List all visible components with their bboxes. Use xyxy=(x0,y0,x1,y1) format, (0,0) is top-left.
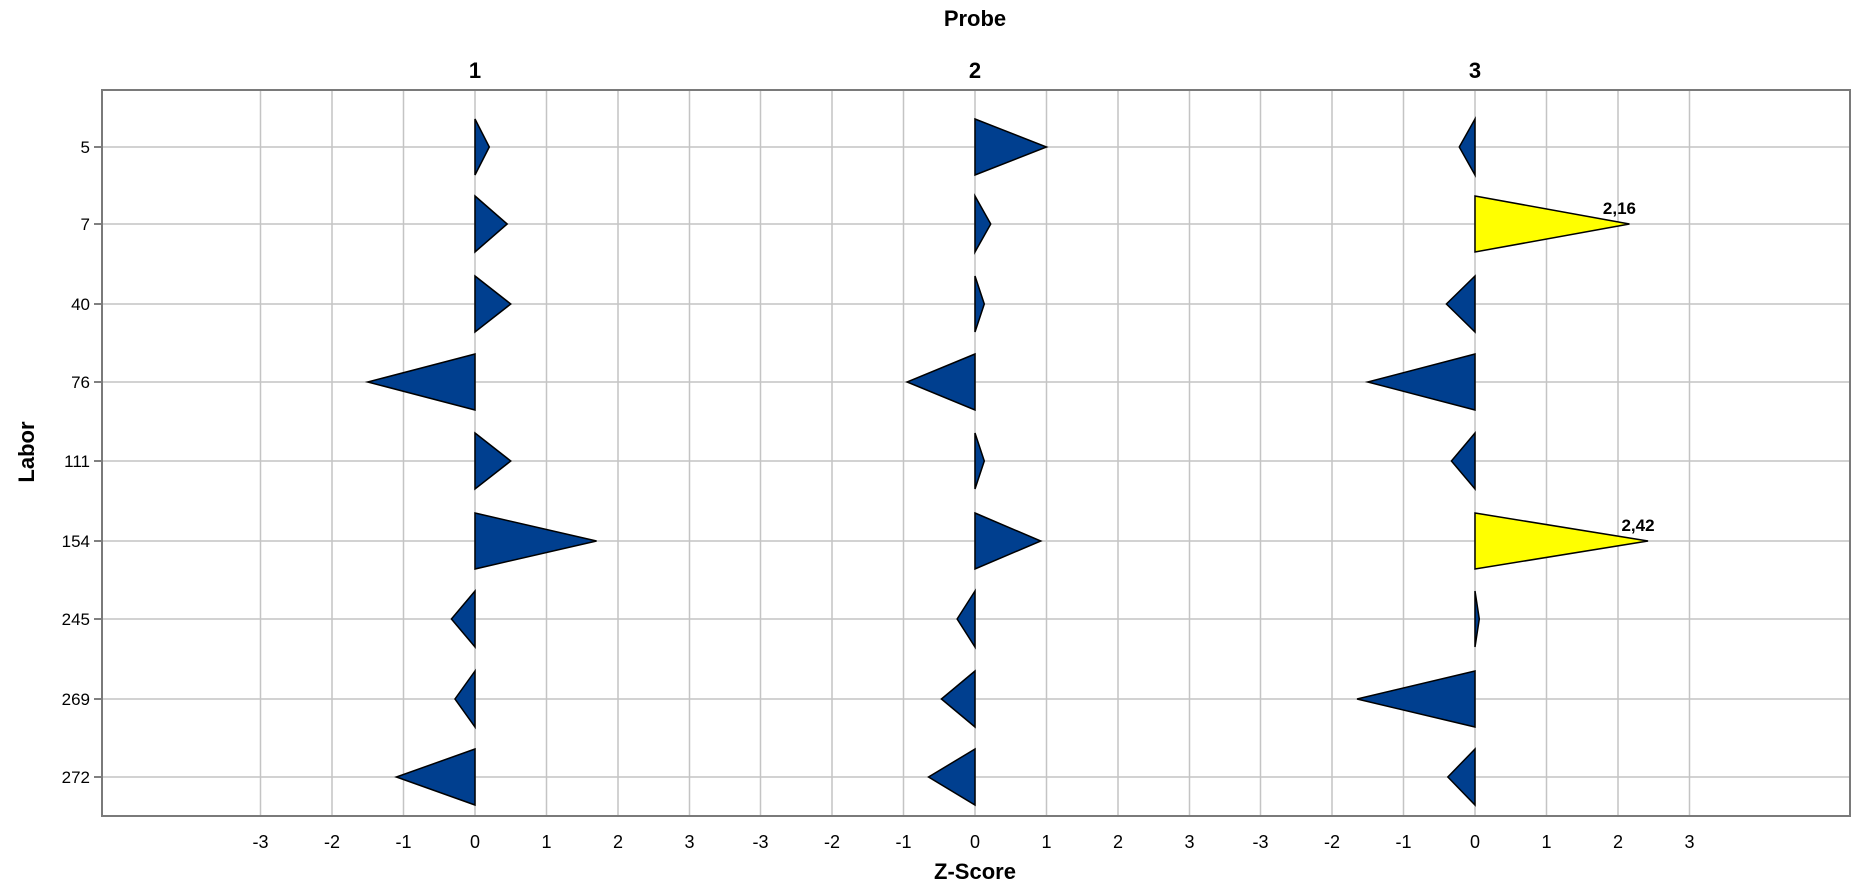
z-score-triangle xyxy=(474,274,512,334)
y-tick-label: 40 xyxy=(71,295,90,314)
z-score-triangle xyxy=(974,511,1043,571)
x-tick-label: 1 xyxy=(1541,832,1551,852)
z-score-triangle xyxy=(454,668,476,730)
x-tick-label: -3 xyxy=(252,832,268,852)
x-tick-label: -2 xyxy=(1324,832,1340,852)
z-score-triangle xyxy=(905,352,976,412)
y-axis-title: Labor xyxy=(14,421,39,483)
x-tick-label: -3 xyxy=(1252,832,1268,852)
data-value-label: 2,42 xyxy=(1621,516,1654,535)
x-tick-label: -2 xyxy=(824,832,840,852)
z-score-triangle xyxy=(394,747,476,807)
plot-frame xyxy=(101,89,1851,817)
z-score-triangle xyxy=(474,431,512,491)
z-score-triangle xyxy=(974,193,992,255)
y-tick-label: 154 xyxy=(62,532,90,551)
z-score-triangle xyxy=(364,353,476,411)
panel-label: 3 xyxy=(1469,58,1481,83)
z-score-triangle xyxy=(474,194,509,254)
y-tick-label: 76 xyxy=(71,373,90,392)
z-score-triangle xyxy=(974,117,1049,177)
x-tick-label: 0 xyxy=(470,832,480,852)
z-score-triangle xyxy=(474,512,597,570)
z-score-triangle xyxy=(956,588,976,650)
x-tick-label: -2 xyxy=(324,832,340,852)
z-score-triangle xyxy=(1458,116,1476,178)
x-tick-label: 0 xyxy=(1470,832,1480,852)
labels-layer: -3 -2 -1 0 1 2 3 1 -3 -2 -1 0 1 2 3 2 -3 -2 -1 0 1 2 3 3 5 7 40 76 1… xyxy=(62,58,1695,852)
x-tick-label: -1 xyxy=(895,832,911,852)
x-tick-label: 2 xyxy=(613,832,623,852)
y-tick-label: 5 xyxy=(81,138,90,157)
y-tick-label: 7 xyxy=(81,215,90,234)
panel-label: 2 xyxy=(969,58,981,83)
x-tick-label: 0 xyxy=(970,832,980,852)
x-tick-label: 3 xyxy=(684,832,694,852)
x-tick-label: 1 xyxy=(541,832,551,852)
z-score-triangle xyxy=(1474,590,1481,648)
x-axis-title: Z-Score xyxy=(934,859,1016,884)
z-score-triangle xyxy=(1356,670,1476,728)
z-score-triangle xyxy=(474,118,491,176)
y-tick-label: 245 xyxy=(62,610,90,629)
x-tick-label: 2 xyxy=(1113,832,1123,852)
marks-layer xyxy=(364,116,1649,807)
x-tick-label: 1 xyxy=(1041,832,1051,852)
y-tick-label: 111 xyxy=(64,452,90,471)
panel-label: 1 xyxy=(469,58,481,83)
z-score-triangle xyxy=(1445,274,1476,334)
z-score-triangle xyxy=(927,747,976,807)
z-score-triangle xyxy=(940,669,976,729)
data-value-label: 2,16 xyxy=(1603,199,1636,218)
z-score-triangle xyxy=(974,432,986,490)
x-tick-label: -1 xyxy=(1395,832,1411,852)
y-tick-label: 269 xyxy=(62,690,90,709)
z-score-triangle xyxy=(974,275,986,333)
z-score-triangle xyxy=(1364,353,1476,411)
chart-title: Probe xyxy=(944,6,1006,31)
z-score-triangle xyxy=(1446,747,1476,807)
z-score-triangle xyxy=(1474,195,1630,253)
x-tick-label: -1 xyxy=(395,832,411,852)
x-tick-label: -3 xyxy=(752,832,768,852)
z-score-triangle xyxy=(1474,512,1649,570)
x-tick-label: 2 xyxy=(1613,832,1623,852)
y-tick-label: 272 xyxy=(62,768,90,787)
x-tick-label: 3 xyxy=(1684,832,1694,852)
z-score-triangle xyxy=(450,588,476,650)
z-score-triangle xyxy=(1450,430,1476,492)
x-tick-label: 3 xyxy=(1184,832,1194,852)
